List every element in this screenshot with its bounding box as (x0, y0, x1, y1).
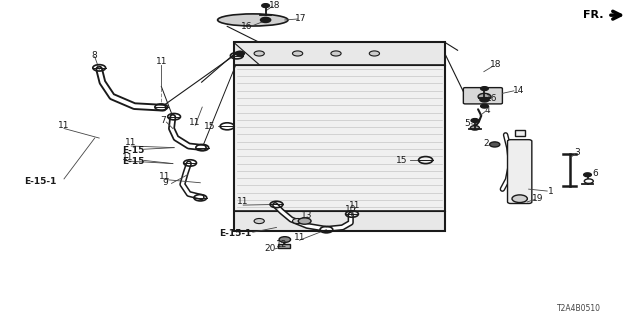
Circle shape (292, 51, 303, 56)
Text: 11: 11 (189, 117, 201, 127)
Text: 8: 8 (92, 51, 97, 60)
Text: 18: 18 (490, 60, 501, 69)
Circle shape (478, 93, 491, 100)
Circle shape (254, 219, 264, 224)
Text: 17: 17 (295, 14, 307, 23)
Text: 1: 1 (548, 187, 553, 196)
Circle shape (262, 4, 269, 7)
Circle shape (512, 195, 527, 203)
Circle shape (480, 98, 489, 102)
Text: 10: 10 (345, 205, 356, 214)
Circle shape (279, 237, 291, 243)
Circle shape (471, 119, 479, 123)
FancyBboxPatch shape (463, 88, 502, 104)
Text: 7: 7 (161, 116, 166, 125)
Text: FR.: FR. (583, 10, 604, 20)
Circle shape (481, 87, 488, 91)
Circle shape (369, 51, 380, 56)
Text: 2: 2 (484, 139, 489, 148)
Text: 11: 11 (58, 121, 70, 130)
FancyBboxPatch shape (278, 244, 290, 248)
Text: 4: 4 (485, 107, 490, 116)
Circle shape (584, 179, 593, 183)
Text: 11: 11 (294, 233, 305, 242)
Circle shape (260, 17, 271, 22)
Text: 16: 16 (241, 22, 252, 31)
Text: E-15-1: E-15-1 (24, 177, 56, 186)
Text: E-15: E-15 (122, 146, 144, 155)
Text: 12: 12 (276, 240, 287, 249)
Text: E-15: E-15 (122, 156, 144, 165)
Text: 11: 11 (125, 138, 137, 147)
Ellipse shape (218, 14, 288, 26)
Text: 11: 11 (156, 57, 167, 66)
Text: 3: 3 (575, 148, 580, 157)
Bar (234, 65, 445, 212)
Circle shape (298, 218, 311, 224)
Circle shape (236, 51, 244, 56)
Text: 19: 19 (532, 194, 543, 203)
Text: 5: 5 (465, 119, 470, 128)
Text: 20: 20 (264, 244, 276, 253)
Text: 11: 11 (349, 201, 361, 210)
Text: 16: 16 (486, 94, 497, 103)
Bar (234, 42, 445, 65)
Circle shape (292, 219, 303, 224)
Text: 14: 14 (513, 86, 524, 95)
Text: T2A4B0510: T2A4B0510 (557, 304, 601, 313)
Text: 9: 9 (163, 178, 168, 187)
Circle shape (254, 51, 264, 56)
FancyBboxPatch shape (508, 140, 532, 204)
Circle shape (490, 142, 500, 147)
Text: 13: 13 (301, 211, 313, 220)
Text: 15: 15 (204, 122, 215, 131)
Text: 6: 6 (593, 169, 598, 178)
Bar (234, 212, 445, 231)
Bar (515, 130, 525, 136)
Text: 18: 18 (269, 1, 281, 10)
Text: 11: 11 (237, 197, 249, 206)
Text: 15: 15 (396, 156, 407, 164)
Circle shape (331, 51, 341, 56)
Bar (234, 42, 445, 231)
Text: 11: 11 (159, 172, 171, 181)
Text: 11: 11 (122, 153, 134, 162)
Text: E-15-1: E-15-1 (220, 229, 252, 238)
Circle shape (481, 104, 488, 108)
Circle shape (584, 173, 591, 177)
Circle shape (470, 126, 479, 130)
